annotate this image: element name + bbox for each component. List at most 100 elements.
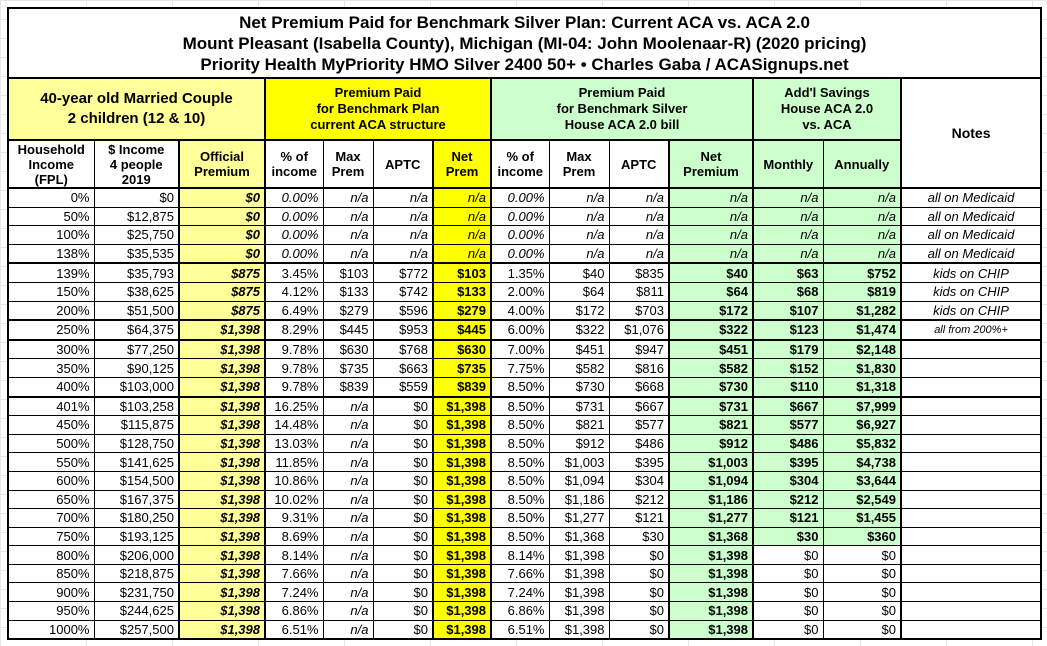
cell-monthly-savings: $123 <box>752 319 824 341</box>
cell-aca-net-prem: n/a <box>432 243 492 265</box>
cell-monthly-savings: $486 <box>752 433 824 454</box>
table-row: 139% $35,793 $875 3.45% $103 $772 $103 1.35% $40… <box>7 262 1042 283</box>
table-title: Net Premium Paid for Benchmark Silver Pl… <box>7 7 1042 79</box>
cell-note: all from 200%+ <box>899 319 1042 341</box>
cell-aca20-aptc: $816 <box>608 358 670 378</box>
table-row: 550% $141,625 $1,398 11.85% n/a $0 $1,398 8.50%… <box>7 452 1042 472</box>
cell-income: $193,125 <box>93 526 180 547</box>
table-row: 800% $206,000 $1,398 8.14% n/a $0 $1,398 8.14% $… <box>7 545 1042 565</box>
cell-aca-net-prem: $1,398 <box>432 508 492 528</box>
cell-aca20-pct-income: 6.00% <box>490 319 550 341</box>
cell-income: $12,875 <box>93 206 180 227</box>
cell-aca-net-prem: $1,398 <box>432 619 492 640</box>
cell-aca20-pct-income: 8.50% <box>490 526 550 547</box>
cell-aca20-max-prem: $1,398 <box>548 545 610 565</box>
cell-monthly-savings: $0 <box>752 582 824 603</box>
cell-aca20-aptc: $304 <box>608 470 670 491</box>
cell-aca20-pct-income: 2.00% <box>490 281 550 302</box>
cell-aca20-aptc: $667 <box>608 396 670 417</box>
cell-aca20-aptc: $811 <box>608 281 670 302</box>
cell-annual-savings: $1,830 <box>822 358 902 378</box>
cell-aca20-net-premium: $451 <box>668 339 754 360</box>
cell-monthly-savings: $577 <box>752 415 824 435</box>
table-row: 1000% $257,500 $1,398 6.51% n/a $0 $1,398 6.51%… <box>7 619 1042 640</box>
cell-income: $25,750 <box>93 225 180 245</box>
cell-aca20-net-premium: $1,398 <box>668 582 754 603</box>
table-row: 950% $244,625 $1,398 6.86% n/a $0 $1,398 6.86% $… <box>7 601 1042 621</box>
cell-monthly-savings: $179 <box>752 339 824 360</box>
table-row: 200% $51,500 $875 6.49% $279 $596 $279 4.00% $17… <box>7 300 1042 322</box>
cell-aca20-net-premium: $582 <box>668 358 754 378</box>
cell-aca20-net-premium: $64 <box>668 281 754 302</box>
cell-aca20-pct-income: 7.24% <box>490 582 550 603</box>
cell-aca20-pct-income: 0.00% <box>490 187 550 208</box>
cell-monthly-savings: n/a <box>752 206 824 227</box>
cell-aca-max-prem: n/a <box>322 187 374 208</box>
cell-aca-aptc: $772 <box>372 262 434 283</box>
cell-fpl: 900% <box>7 582 95 603</box>
cell-aca20-net-premium: n/a <box>668 187 754 208</box>
cell-fpl: 300% <box>7 339 95 360</box>
cell-income: $218,875 <box>93 563 180 584</box>
cell-aca20-pct-income: 8.50% <box>490 396 550 417</box>
column-header-aca20-aptc: APTC <box>608 139 670 189</box>
cell-official-premium: $1,398 <box>178 319 266 341</box>
table-row: 450% $115,875 $1,398 14.48% n/a $0 $1,398 8.50%… <box>7 415 1042 435</box>
cell-aca-net-prem: $279 <box>432 300 492 322</box>
cell-aca-aptc: $0 <box>372 601 434 621</box>
cell-annual-savings: $1,474 <box>822 319 902 341</box>
cell-income: $51,500 <box>93 300 180 322</box>
cell-aca-pct-income: 6.49% <box>264 300 324 322</box>
cell-aca-max-prem: n/a <box>322 433 374 454</box>
cell-aca20-net-premium: $1,094 <box>668 470 754 491</box>
cell-aca20-max-prem: $1,398 <box>548 619 610 640</box>
cell-aca-max-prem: n/a <box>322 243 374 265</box>
table-row: 150% $38,625 $875 4.12% $133 $742 $133 2.00% $64… <box>7 281 1042 302</box>
cell-fpl: 550% <box>7 452 95 472</box>
cell-aca-net-prem: n/a <box>432 206 492 227</box>
cell-fpl: 450% <box>7 415 95 435</box>
cell-aca20-aptc: $0 <box>608 545 670 565</box>
title-line-1: Net Premium Paid for Benchmark Silver Pl… <box>239 12 810 32</box>
cell-aca-pct-income: 6.51% <box>264 619 324 640</box>
column-header-fpl: Household Income (FPL) <box>7 139 95 189</box>
cell-aca20-net-premium: $1,398 <box>668 619 754 640</box>
cell-note <box>899 376 1042 398</box>
cell-aca20-pct-income: 4.00% <box>490 300 550 322</box>
cell-aca-pct-income: 9.31% <box>264 508 324 528</box>
cell-aca20-net-premium: $821 <box>668 415 754 435</box>
cell-aca-pct-income: 0.00% <box>264 225 324 245</box>
cell-income: $90,125 <box>93 358 180 378</box>
cell-aca-max-prem: n/a <box>322 582 374 603</box>
cell-income: $38,625 <box>93 281 180 302</box>
column-header-aca20-net-premium: Net Premium <box>668 139 754 189</box>
cell-aca20-pct-income: 6.51% <box>490 619 550 640</box>
column-header-annual-savings: Annually <box>822 139 902 189</box>
cell-aca-aptc: n/a <box>372 225 434 245</box>
cell-note <box>899 433 1042 454</box>
cell-note <box>899 489 1042 510</box>
table-row: 700% $180,250 $1,398 9.31% n/a $0 $1,398 8.50% $… <box>7 508 1042 528</box>
column-header-income: $ Income 4 people 2019 <box>93 139 180 189</box>
cell-monthly-savings: $0 <box>752 619 824 640</box>
cell-aca20-pct-income: 7.75% <box>490 358 550 378</box>
column-header-aca-max-prem: Max Prem <box>322 139 374 189</box>
cell-aca20-aptc: n/a <box>608 243 670 265</box>
cell-monthly-savings: $30 <box>752 526 824 547</box>
cell-aca20-pct-income: 1.35% <box>490 262 550 283</box>
cell-note: all on Medicaid <box>899 225 1042 245</box>
cell-aca-aptc: n/a <box>372 187 434 208</box>
cell-aca20-net-premium: n/a <box>668 243 754 265</box>
cell-aca20-net-premium: $1,003 <box>668 452 754 472</box>
cell-aca-aptc: $0 <box>372 619 434 640</box>
cell-income: $180,250 <box>93 508 180 528</box>
table-row: 350% $90,125 $1,398 9.78% $735 $663 $735 7.75% $… <box>7 358 1042 378</box>
title-line-2: Mount Pleasant (Isabella County), Michig… <box>182 33 867 53</box>
cell-aca-pct-income: 7.24% <box>264 582 324 603</box>
cell-aca20-aptc: $30 <box>608 526 670 547</box>
cell-monthly-savings: $110 <box>752 376 824 398</box>
cell-annual-savings: $0 <box>822 582 902 603</box>
cell-aca-max-prem: $735 <box>322 358 374 378</box>
cell-official-premium: $1,398 <box>178 452 266 472</box>
cell-aca-net-prem: $1,398 <box>432 396 492 417</box>
